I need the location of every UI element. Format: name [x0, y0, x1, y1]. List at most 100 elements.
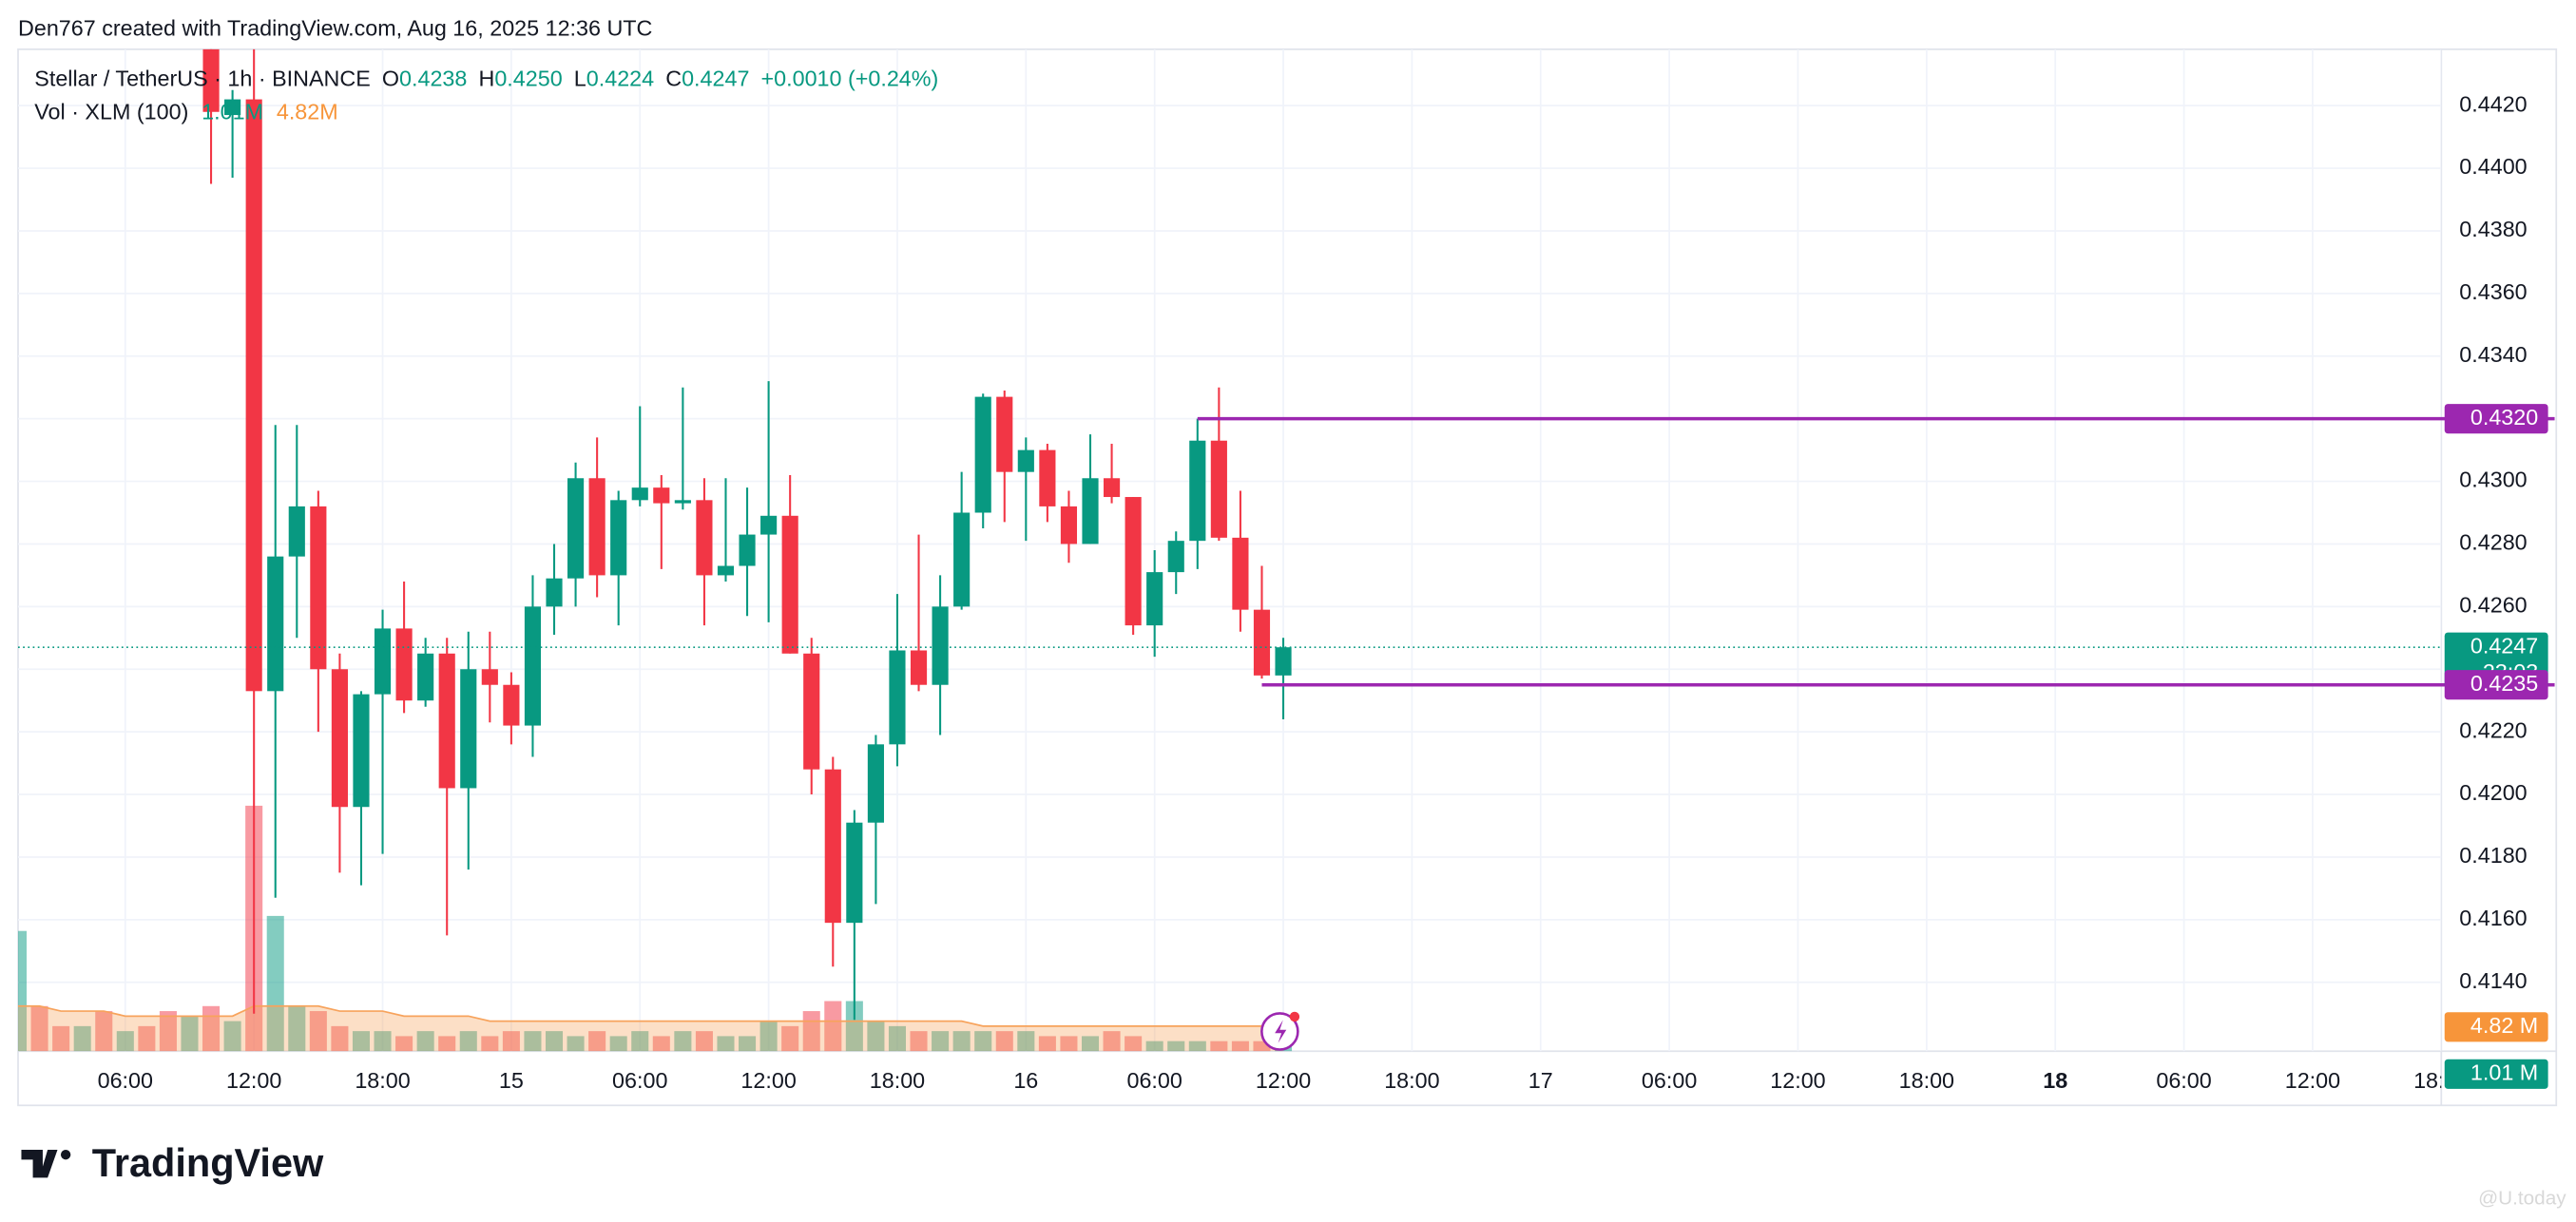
volume-bar	[910, 1031, 928, 1052]
candle-body	[631, 487, 648, 501]
candle-body	[1017, 449, 1034, 472]
y-tick-label: 0.4280	[2459, 530, 2527, 555]
candles	[202, 48, 1292, 1021]
attribution: Den767 created with TradingView.com, Aug…	[18, 15, 652, 40]
last-price-label: 0.4247	[2470, 633, 2538, 658]
x-tick-label: 18:00	[1899, 1068, 1954, 1093]
candle-body	[932, 606, 949, 685]
volume-bar	[588, 1031, 606, 1052]
candle-body	[803, 653, 820, 770]
volume-bar	[845, 1001, 863, 1052]
volume-bar	[438, 1036, 456, 1052]
candle-body	[1189, 440, 1206, 542]
candle-body	[867, 744, 884, 823]
candle-body	[460, 669, 477, 789]
candle-body	[1167, 541, 1184, 573]
volume-bar	[1253, 1041, 1271, 1052]
candle-body	[331, 669, 348, 808]
x-tick-label: 12:00	[226, 1068, 281, 1093]
logo: TradingView	[21, 1140, 324, 1185]
candle-body	[288, 506, 305, 557]
volume-pane	[18, 805, 1293, 1052]
x-tick-label: 06:00	[2156, 1068, 2211, 1093]
candle-body	[588, 478, 606, 576]
candle-body	[395, 628, 413, 701]
volume-bar	[652, 1036, 670, 1052]
y-tick-label: 0.4200	[2459, 780, 2527, 805]
volume-bar	[1038, 1036, 1056, 1052]
watermark: @U.today	[2478, 1187, 2566, 1209]
volume-bar	[1103, 1031, 1121, 1052]
frame	[17, 48, 2558, 1107]
candle-body	[910, 650, 928, 685]
logo-mark	[60, 1149, 71, 1160]
replay-icon[interactable]	[1260, 1011, 1300, 1051]
axis-tag	[2444, 404, 2548, 434]
volume-bar	[995, 1031, 1013, 1052]
y-tick-label: 0.4260	[2459, 593, 2527, 618]
candle-body	[267, 556, 284, 692]
candle-body	[417, 653, 434, 701]
candle-body	[953, 512, 971, 607]
volume-bar	[1145, 1041, 1163, 1052]
volume-bar	[352, 1031, 370, 1052]
volume-bar	[759, 1021, 778, 1052]
volume-bar	[18, 930, 28, 1052]
candle-body	[1103, 478, 1121, 498]
volume-bar	[1125, 1036, 1143, 1052]
volume-bar	[481, 1036, 499, 1052]
y-tick-label: 0.4220	[2459, 717, 2527, 742]
volume-label: Vol · XLM (100)	[34, 99, 188, 124]
x-tick-label: 18:00	[1384, 1068, 1439, 1093]
candle-body	[481, 669, 498, 685]
volume-bar	[459, 1031, 477, 1052]
logo-text: TradingView	[92, 1140, 324, 1185]
volume-bar	[867, 1021, 885, 1052]
candle-body	[503, 684, 520, 726]
candle-body	[438, 653, 455, 789]
price-axis: 0.41400.41600.41800.42000.42200.42400.42…	[2459, 91, 2527, 993]
volume-bar	[73, 1025, 91, 1052]
volume-bar	[95, 1011, 113, 1052]
axis-tag	[2444, 670, 2548, 700]
volume-bar	[952, 1031, 971, 1052]
candle-body	[674, 500, 691, 504]
icon-dot	[1289, 1011, 1300, 1022]
candle-body	[717, 565, 735, 576]
volume-bar	[181, 1016, 199, 1052]
x-tick-label: 12:00	[2285, 1068, 2340, 1093]
volume-bar	[781, 1025, 799, 1052]
volume-bar	[30, 1005, 48, 1052]
legend-value: 0.4224	[586, 67, 654, 91]
axis-tag-label: 4.82 M	[2470, 1013, 2538, 1038]
x-tick-label: 18:00	[870, 1068, 925, 1093]
candle-body	[202, 48, 220, 112]
volume-bar	[974, 1031, 992, 1052]
volume-bar	[374, 1031, 392, 1052]
x-tick-label: 12:00	[1770, 1068, 1825, 1093]
candle-body	[1275, 647, 1292, 676]
y-tick-label: 0.4160	[2459, 906, 2527, 930]
x-tick-label: 18:00	[355, 1068, 410, 1093]
candle-body	[1232, 537, 1249, 610]
volume-bar	[416, 1031, 434, 1052]
candle-body	[696, 500, 713, 576]
volume-bar	[395, 1036, 413, 1052]
icon-bolt	[1275, 1020, 1287, 1043]
volume-bar	[717, 1036, 735, 1052]
y-tick-label: 0.4140	[2459, 968, 2527, 993]
x-tick-label: 15	[499, 1068, 524, 1093]
x-tick-label: 17	[1528, 1068, 1553, 1093]
axis-tag-label: 0.4320	[2470, 405, 2538, 430]
candle-body	[224, 99, 241, 116]
volume-legend: Vol · XLM (100) 1.01M 4.82M	[34, 99, 337, 124]
volume-bar	[567, 1036, 585, 1052]
legend-change: +0.0010 (+0.24%)	[761, 67, 939, 91]
volume-bar	[1017, 1031, 1035, 1052]
candle-body	[1060, 506, 1078, 544]
candle-body	[996, 396, 1013, 472]
volume-bar	[609, 1036, 627, 1052]
volume-bar	[824, 1001, 842, 1052]
